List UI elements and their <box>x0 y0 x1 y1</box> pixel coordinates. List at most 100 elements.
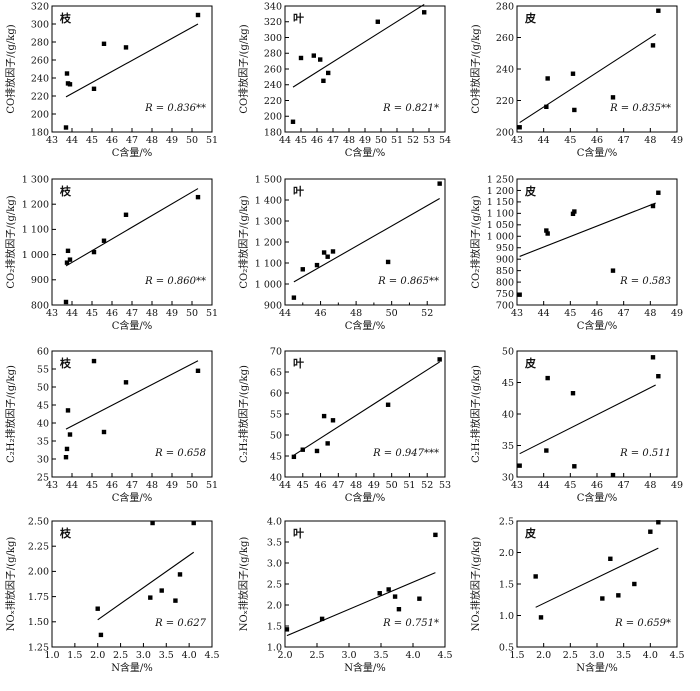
x-tick-label: 43 <box>511 135 523 146</box>
data-point <box>64 71 70 76</box>
y-tick-label: 320 <box>31 1 49 12</box>
y-tick-label: 2.00 <box>28 567 49 578</box>
y-tick-label: 1.5 <box>499 579 514 590</box>
y-tick-label: 750 <box>496 289 514 300</box>
correlation-label: R = 0.865** <box>377 276 439 287</box>
correlation-label: R = 0.835** <box>609 103 671 114</box>
x-tick-label: 47 <box>618 135 630 146</box>
data-point <box>311 53 316 58</box>
x-tick-label: 50 <box>386 308 398 319</box>
data-point <box>63 299 69 305</box>
y-tick-label: 50 <box>37 382 49 393</box>
y-tick-label: 1 150 <box>487 197 514 208</box>
data-point <box>648 529 653 534</box>
data-point <box>650 355 656 360</box>
x-tick-label: 45 <box>297 480 309 491</box>
x-tick-label: 43 <box>511 308 523 319</box>
data-point <box>314 262 320 268</box>
y-tick-label: 40 <box>502 409 514 420</box>
data-point <box>67 257 73 262</box>
x-tick-label: 46 <box>315 480 327 491</box>
x-tick-label: 4.0 <box>405 650 420 661</box>
y-tick-label: 1 300 <box>22 174 49 185</box>
data-point <box>150 520 155 526</box>
x-axis-title: C含量/% <box>577 319 618 332</box>
regression-line <box>293 361 440 456</box>
y-tick-label: 260 <box>31 55 49 66</box>
y-tick-label: 3.0 <box>267 558 282 569</box>
y-tick-label: 3.5 <box>267 537 282 548</box>
data-point <box>298 55 304 61</box>
y-tick-label: 240 <box>31 73 49 84</box>
data-point <box>650 43 656 48</box>
x-tick-label: 48 <box>350 308 362 319</box>
y-tick-label: 1 100 <box>487 209 514 220</box>
data-point <box>291 295 297 300</box>
y-tick-label: 70 <box>270 346 282 357</box>
y-tick-label: 280 <box>31 37 49 48</box>
panel-label: 枝 <box>59 356 72 370</box>
x-tick-label: 43 <box>46 480 58 491</box>
y-tick-label: 1.75 <box>28 592 49 603</box>
x-tick-label: 44 <box>279 308 291 319</box>
chart-panel: 43 44 45 46 47 48 49 50 51 25 30 35 40 45 50 55 60 C含量/% C… <box>4 346 218 504</box>
data-point <box>321 413 327 419</box>
data-point <box>63 455 69 460</box>
correlation-label: R = 0.511 <box>619 448 671 459</box>
x-tick-label: 2.5 <box>563 650 578 661</box>
x-tick-label: 52 <box>407 135 419 146</box>
data-point <box>650 203 656 209</box>
x-tick-label: 1.5 <box>67 650 82 661</box>
regression-line <box>519 202 656 257</box>
data-point <box>314 448 320 454</box>
x-tick-label: 52 <box>421 480 433 491</box>
data-point <box>91 249 97 255</box>
data-point <box>291 454 297 460</box>
y-tick-label: 700 <box>496 300 514 311</box>
y-tick-label: 180 <box>31 127 49 138</box>
y-axis-title: CO排放因子/(g/kg) <box>4 24 17 113</box>
x-tick-label: 46 <box>315 308 327 319</box>
x-tick-label: 49 <box>671 480 683 491</box>
data-point <box>101 429 107 435</box>
data-point <box>195 368 201 373</box>
data-point <box>319 616 325 622</box>
data-point <box>101 238 107 243</box>
data-point <box>608 556 613 561</box>
x-axis-title: C含量/% <box>577 146 618 159</box>
data-point <box>517 125 522 130</box>
plot-frame <box>51 520 213 648</box>
y-tick-label: 55 <box>270 409 282 420</box>
y-tick-label: 2.5 <box>267 579 282 590</box>
regression-line <box>535 547 659 608</box>
x-tick-label: 50 <box>186 308 198 319</box>
y-tick-label: 45 <box>502 378 514 389</box>
x-tick-label: 49 <box>671 308 683 319</box>
y-tick-label: 900 <box>264 300 282 311</box>
correlation-label: R = 0.583 <box>619 276 671 287</box>
x-tick-label: 3.5 <box>373 650 388 661</box>
x-tick-label: 48 <box>644 135 656 146</box>
x-axis-title: C含量/% <box>577 491 618 504</box>
data-point <box>533 574 538 579</box>
x-tick-label: 1.5 <box>509 650 524 661</box>
y-tick-label: 950 <box>496 243 514 254</box>
x-tick-label: 51 <box>403 480 415 491</box>
x-tick-label: 48 <box>350 480 362 491</box>
panel-label: 皮 <box>524 356 536 370</box>
x-tick-label: 2.5 <box>309 650 324 661</box>
panel-label: 枝 <box>59 11 72 25</box>
y-tick-label: 35 <box>502 441 514 452</box>
data-point <box>300 267 305 272</box>
x-tick-label: 53 <box>439 480 451 491</box>
data-point <box>600 596 605 601</box>
regression-line <box>65 188 199 267</box>
data-point <box>433 532 438 538</box>
x-tick-label: 3.0 <box>136 650 151 661</box>
panel-label: 叶 <box>293 184 304 198</box>
x-tick-label: 43 <box>46 308 58 319</box>
data-point <box>385 259 391 265</box>
x-tick-label: 47 <box>332 480 344 491</box>
y-tick-label: 30 <box>502 472 514 483</box>
x-tick-label: 49 <box>166 480 178 491</box>
